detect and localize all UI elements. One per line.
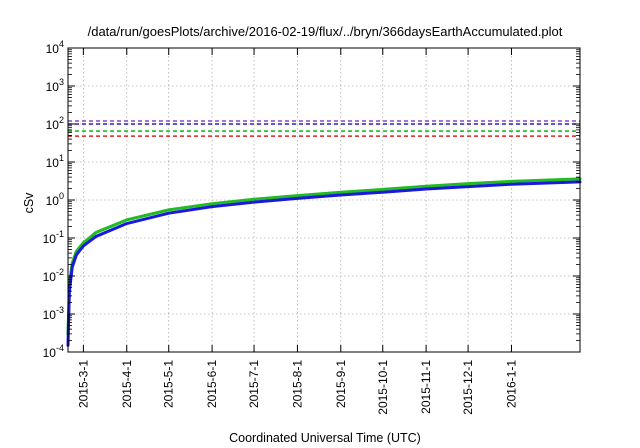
x-axis-label: Coordinated Universal Time (UTC): [229, 431, 421, 445]
y-tick-label: 103: [46, 77, 64, 94]
y-tick-label: 102: [46, 115, 64, 132]
threshold-lines: [68, 120, 580, 137]
x-tick-label: 2015-5-1: [162, 360, 176, 408]
chart-title: /data/run/goesPlots/archive/2016-02-19/f…: [88, 24, 563, 39]
grid: [68, 48, 580, 352]
y-tick-label: 10-2: [43, 267, 64, 284]
y-axis-label: cSv: [22, 192, 36, 214]
x-tick-label: 2015-6-1: [205, 360, 219, 408]
series-line: [66, 180, 582, 347]
x-tick-label: 2015-3-1: [76, 360, 90, 408]
series-line: [66, 177, 582, 336]
x-tick-label: 2015-7-1: [247, 360, 261, 408]
y-tick-label: 10-1: [43, 229, 64, 246]
y-axis: 10-4 10-3 10-2 10-1 100 101 102 103 104: [43, 39, 580, 360]
x-tick-label: 2015-8-1: [290, 360, 304, 408]
y-tick-label: 101: [46, 153, 64, 170]
x-tick-label: 2015-10-1: [376, 360, 390, 415]
y-tick-label: 104: [46, 39, 64, 56]
x-tick-label: 2015-12-1: [461, 360, 475, 415]
y-tick-label: 100: [46, 191, 64, 208]
x-tick-label: 2015-11-1: [419, 360, 433, 414]
y-tick-label: 10-4: [43, 343, 64, 360]
x-tick-label: 2015-4-1: [120, 360, 134, 408]
x-tick-label: 2016-1-1: [504, 360, 518, 408]
y-tick-label: 10-3: [43, 305, 64, 322]
x-tick-label: 2015-9-1: [334, 360, 348, 408]
series-lines: [66, 177, 582, 347]
x-axis: 2015-3-1 2015-4-1 2015-5-1 2015-6-1 2015-7-1…: [76, 48, 518, 415]
